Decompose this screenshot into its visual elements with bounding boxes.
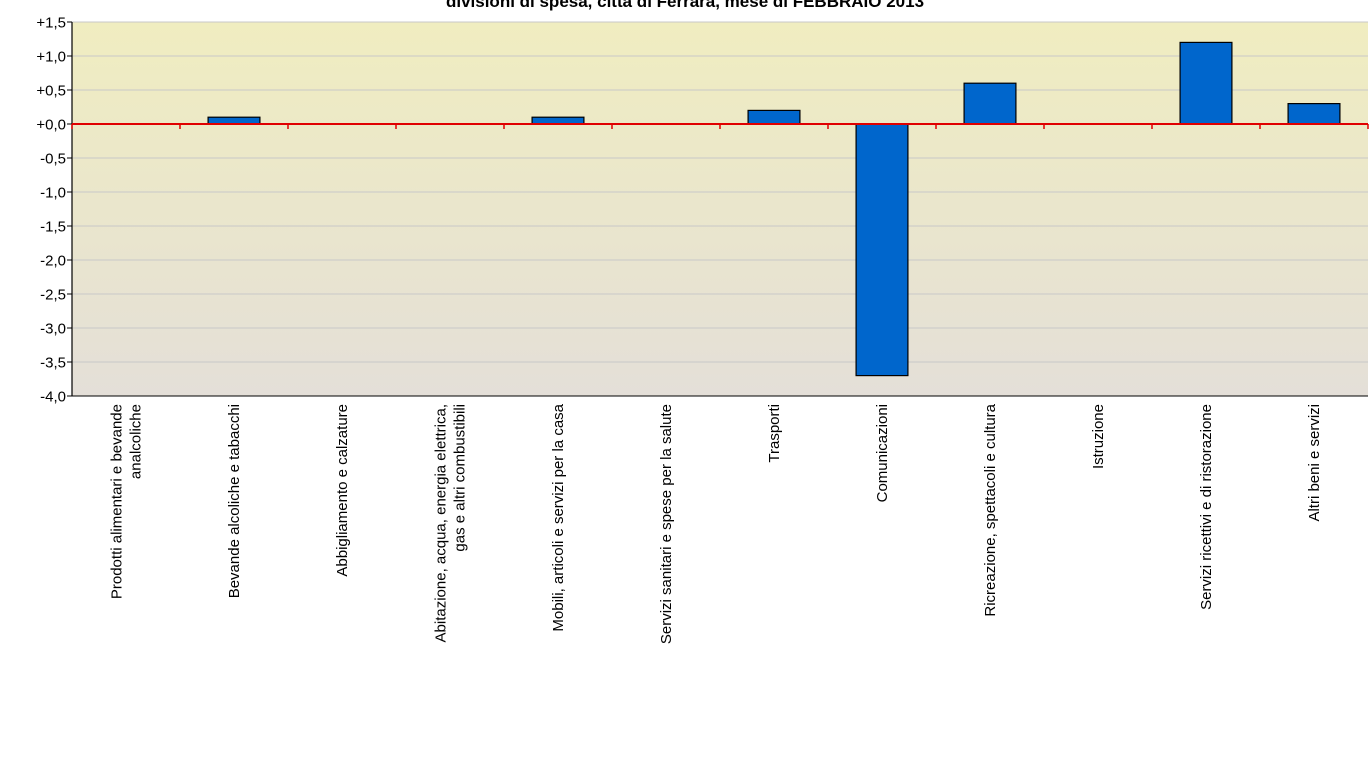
x-tick-label: analcoliche <box>128 404 145 479</box>
y-tick-label: -1,5 <box>40 219 66 236</box>
x-tick-label: Ricreazione, spettacoli e cultura <box>982 403 999 616</box>
y-tick-label: -3,5 <box>40 355 66 372</box>
y-tick-label: -2,5 <box>40 287 66 304</box>
bar <box>855 123 909 377</box>
y-tick-label: +0,5 <box>36 83 66 100</box>
y-tick-label: +0,0 <box>36 117 66 134</box>
x-tick-label: Comunicazioni <box>874 404 891 502</box>
x-tick-label: Servizi sanitari e spese per la salute <box>658 404 675 644</box>
y-tick-label: -1,0 <box>40 185 66 202</box>
x-tick-label: Trasporti <box>766 404 783 463</box>
y-tick-label: -4,0 <box>40 389 66 406</box>
x-tick-label: Mobili, articoli e servizi per la casa <box>550 403 567 631</box>
x-tick-label: Altri beni e servizi <box>1306 404 1323 522</box>
y-tick-labels: +1,5 +1,0 +0,5 +0,0 -0,5 -1,0 -1,5 -2,0 -2,5 -3,0… <box>36 15 66 406</box>
plot-area <box>72 22 1368 396</box>
bar <box>207 116 261 125</box>
bar <box>1287 102 1341 125</box>
bar <box>747 109 801 125</box>
x-tick-labels: Prodotti alimentari e bevande analcoliche… <box>109 403 1324 644</box>
y-tick-label: +1,5 <box>36 15 66 32</box>
axes <box>67 21 1369 397</box>
bar <box>531 116 585 125</box>
x-tick-label: Abitazione, acqua, energia elettrica, <box>433 404 450 642</box>
x-tick-label: Abbigliamento e calzature <box>334 404 351 577</box>
x-tick-label: Bevande alcoliche e tabacchi <box>226 404 243 598</box>
y-tick-label: -2,0 <box>40 253 66 270</box>
bar <box>1179 41 1233 125</box>
x-tick-label: Prodotti alimentari e bevande <box>109 404 126 599</box>
y-tick-label: -3,0 <box>40 321 66 338</box>
y-tick-label: +1,0 <box>36 49 66 66</box>
bar <box>963 82 1017 125</box>
x-tick-label: gas e altri combustibili <box>452 404 469 552</box>
bars <box>207 41 1341 377</box>
chart-title: divisioni di spesa, città di Ferrara, me… <box>445 0 925 11</box>
y-tick-label: -0,5 <box>40 151 66 168</box>
x-tick-label: Servizi ricettivi e di ristorazione <box>1198 404 1215 610</box>
x-tick-label: Istruzione <box>1090 404 1107 469</box>
